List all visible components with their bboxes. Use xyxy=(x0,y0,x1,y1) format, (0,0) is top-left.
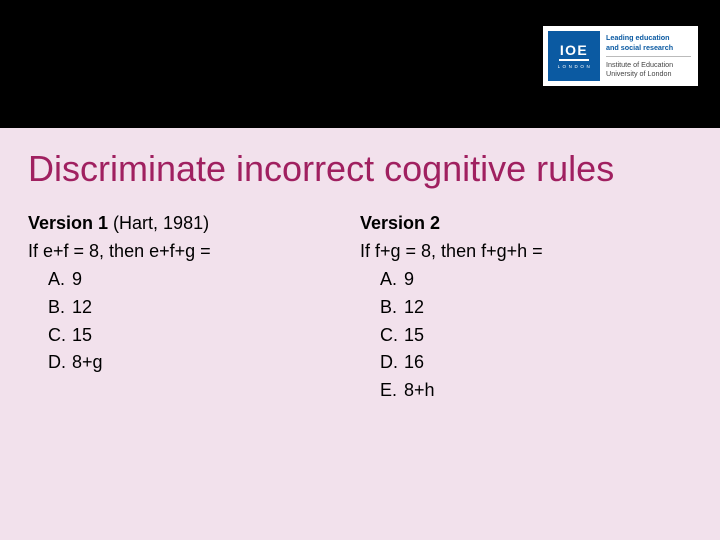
option-letter: E. xyxy=(380,377,404,405)
option-text: 16 xyxy=(404,349,424,377)
slide-title: Discriminate incorrect cognitive rules xyxy=(28,148,614,190)
option-item: B.12 xyxy=(380,294,692,322)
option-letter: C. xyxy=(380,322,404,350)
option-letter: D. xyxy=(48,349,72,377)
logo-divider xyxy=(606,56,691,57)
logo-badge: IOE L O N D O N xyxy=(548,31,600,81)
logo: IOE L O N D O N Leading education and so… xyxy=(543,26,698,86)
version-heading: Version 2 xyxy=(360,210,692,238)
column-left: Version 1 (Hart, 1981) If e+f = 8, then … xyxy=(28,210,360,405)
version-label: Version 2 xyxy=(360,213,440,233)
option-text: 9 xyxy=(72,266,82,294)
logo-abbrev: IOE xyxy=(560,43,588,57)
option-text: 12 xyxy=(72,294,92,322)
option-text: 12 xyxy=(404,294,424,322)
options-list: A.9 B.12 C.15 D.8+g xyxy=(48,266,360,378)
version-cite: (Hart, 1981) xyxy=(108,213,209,233)
option-item: C.15 xyxy=(48,322,360,350)
logo-underline xyxy=(559,59,589,61)
logo-tagline1: Leading education xyxy=(606,33,691,43)
question-prompt: If e+f = 8, then e+f+g = xyxy=(28,238,360,266)
header-bar: IOE L O N D O N Leading education and so… xyxy=(0,0,720,128)
option-item: D.8+g xyxy=(48,349,360,377)
slide: IOE L O N D O N Leading education and so… xyxy=(0,0,720,540)
question-prompt: If f+g = 8, then f+g+h = xyxy=(360,238,692,266)
logo-city: L O N D O N xyxy=(558,64,591,69)
option-letter: B. xyxy=(380,294,404,322)
version-heading: Version 1 (Hart, 1981) xyxy=(28,210,360,238)
options-list: A.9 B.12 C.15 D.16 E.8+h xyxy=(380,266,692,405)
option-letter: C. xyxy=(48,322,72,350)
option-text: 8+h xyxy=(404,377,435,405)
option-letter: A. xyxy=(48,266,72,294)
option-text: 15 xyxy=(72,322,92,350)
option-text: 15 xyxy=(404,322,424,350)
option-item: E.8+h xyxy=(380,377,692,405)
option-letter: D. xyxy=(380,349,404,377)
option-item: B.12 xyxy=(48,294,360,322)
option-item: C.15 xyxy=(380,322,692,350)
option-letter: A. xyxy=(380,266,404,294)
logo-text: Leading education and social research In… xyxy=(606,33,691,79)
option-item: A.9 xyxy=(48,266,360,294)
column-right: Version 2 If f+g = 8, then f+g+h = A.9 B… xyxy=(360,210,692,405)
logo-tagline2: and social research xyxy=(606,43,691,53)
option-letter: B. xyxy=(48,294,72,322)
logo-inst2: University of London xyxy=(606,69,691,79)
option-text: 8+g xyxy=(72,349,103,377)
option-text: 9 xyxy=(404,266,414,294)
logo-inst1: Institute of Education xyxy=(606,60,691,70)
content-area: Version 1 (Hart, 1981) If e+f = 8, then … xyxy=(28,210,692,405)
option-item: D.16 xyxy=(380,349,692,377)
version-label: Version 1 xyxy=(28,213,108,233)
option-item: A.9 xyxy=(380,266,692,294)
